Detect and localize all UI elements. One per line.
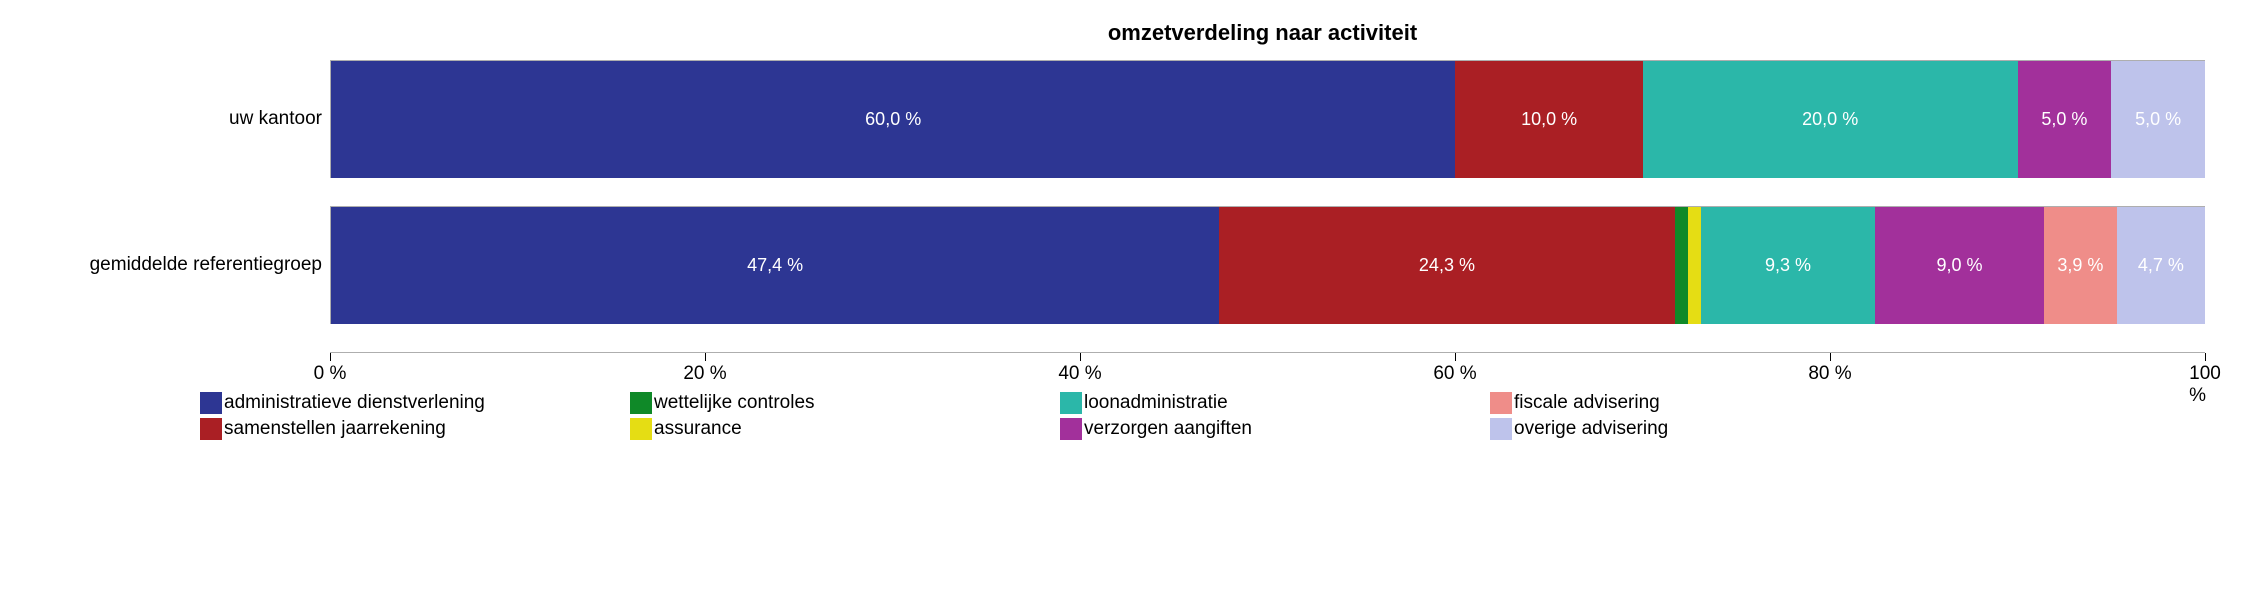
legend-item: loonadministratie <box>1060 392 1490 414</box>
bar-segment: 10,0 % <box>1455 61 1642 178</box>
bar-row: uw kantoor60,0 %10,0 %20,0 %5,0 %5,0 % <box>40 60 2205 178</box>
legend-label: assurance <box>654 418 742 440</box>
bar-segment: 9,3 % <box>1701 207 1875 324</box>
legend-label: administratieve dienstverlening <box>224 392 485 414</box>
legend-swatch <box>200 418 222 440</box>
axis-tick <box>1830 353 1831 361</box>
legend-item: overige advisering <box>1490 418 1920 440</box>
axis-tick-label: 0 % <box>314 363 347 385</box>
axis-tick <box>705 353 706 361</box>
bar-segment: 4,7 % <box>2117 207 2205 324</box>
legend-item: assurance <box>630 418 1060 440</box>
x-axis: 0 %20 %40 %60 %80 %100 % <box>40 352 2205 392</box>
legend-item: samenstellen jaarrekening <box>200 418 630 440</box>
axis-tick-label: 60 % <box>1433 363 1476 385</box>
bar-segment <box>1688 207 1701 324</box>
legend-label: fiscale advisering <box>1514 392 1660 414</box>
legend-swatch <box>200 392 222 414</box>
legend-swatch <box>1060 418 1082 440</box>
bar-segment: 24,3 % <box>1219 207 1674 324</box>
bar-segment <box>1675 207 1688 324</box>
bar-segment: 3,9 % <box>2044 207 2117 324</box>
legend-swatch <box>1490 392 1512 414</box>
legend-swatch <box>1490 418 1512 440</box>
bar-segment: 60,0 % <box>331 61 1455 178</box>
axis-tick <box>1080 353 1081 361</box>
bar-segment: 5,0 % <box>2111 61 2205 178</box>
row-label: uw kantoor <box>40 108 330 130</box>
bar-row: gemiddelde referentiegroep47,4 %24,3 %9,… <box>40 206 2205 324</box>
axis-tick-label: 20 % <box>683 363 726 385</box>
legend-swatch <box>1060 392 1082 414</box>
axis-tick <box>1455 353 1456 361</box>
legend-item: administratieve dienstverlening <box>200 392 630 414</box>
legend-label: verzorgen aangiften <box>1084 418 1252 440</box>
legend-swatch <box>630 392 652 414</box>
axis-tick-label: 100 % <box>2189 363 2221 407</box>
bar-segment: 47,4 % <box>331 207 1219 324</box>
row-label: gemiddelde referentiegroep <box>40 254 330 276</box>
legend-item: wettelijke controles <box>630 392 1060 414</box>
axis-tick <box>330 353 331 361</box>
legend-label: samenstellen jaarrekening <box>224 418 446 440</box>
axis-tick <box>2205 353 2206 361</box>
legend-label: overige advisering <box>1514 418 1668 440</box>
chart-title: omzetverdeling naar activiteit <box>40 20 2205 46</box>
legend: administratieve dienstverlening wettelijk… <box>200 392 2100 440</box>
axis-tick-label: 40 % <box>1058 363 1101 385</box>
bar-segment: 9,0 % <box>1875 207 2044 324</box>
bar-track: 47,4 %24,3 %9,3 %9,0 %3,9 %4,7 % <box>330 206 2205 324</box>
bar-segment: 5,0 % <box>2018 61 2112 178</box>
bar-segment: 20,0 % <box>1643 61 2018 178</box>
chart-area: uw kantoor60,0 %10,0 %20,0 %5,0 %5,0 %ge… <box>40 60 2205 440</box>
legend-swatch <box>630 418 652 440</box>
legend-item: verzorgen aangiften <box>1060 418 1490 440</box>
bar-track: 60,0 %10,0 %20,0 %5,0 %5,0 % <box>330 60 2205 178</box>
axis-tick-label: 80 % <box>1808 363 1851 385</box>
legend-label: loonadministratie <box>1084 392 1228 414</box>
legend-item: fiscale advisering <box>1490 392 1920 414</box>
legend-label: wettelijke controles <box>654 392 815 414</box>
